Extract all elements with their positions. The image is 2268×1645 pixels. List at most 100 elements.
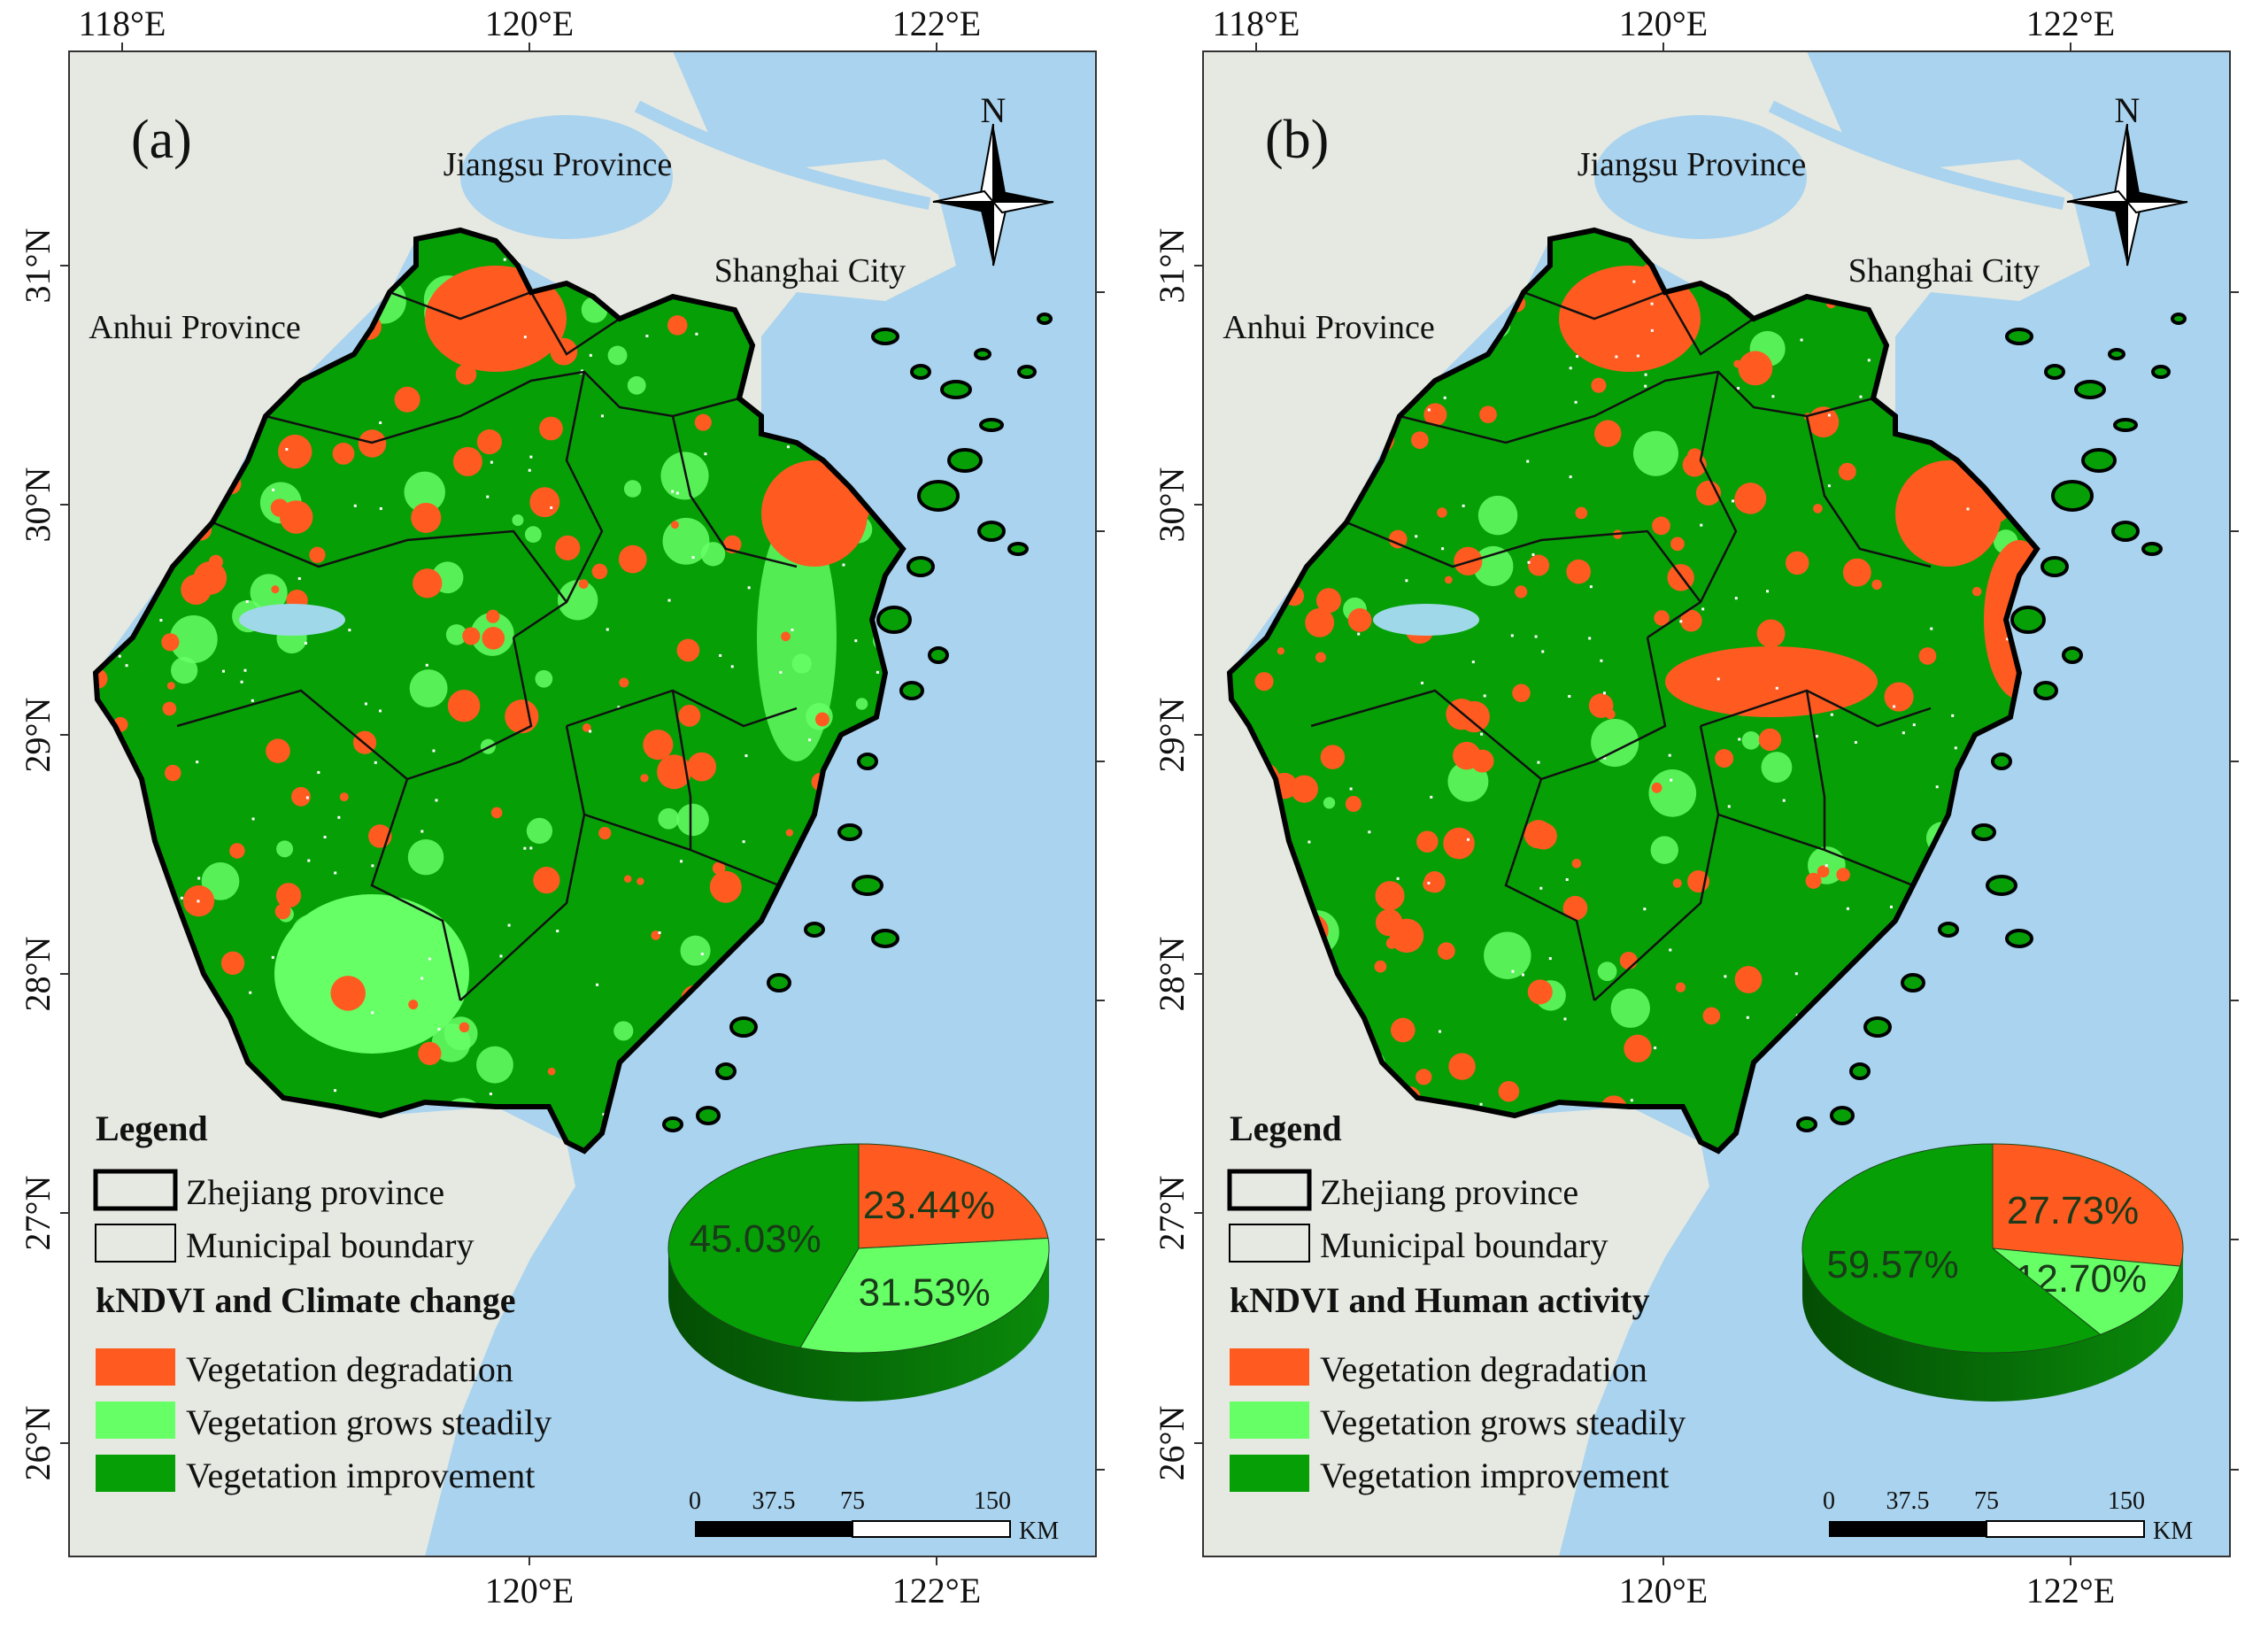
legend-swatch-category (96, 1402, 175, 1439)
map-panel-a: 118°E 120°E 122°E 120°E 122°E 31°N 30°N 29°N 28°… (18, 4, 1105, 1610)
island (2005, 328, 2033, 345)
legend-label-category: Vegetation improvement (186, 1456, 535, 1495)
island (729, 1016, 758, 1038)
panel-label: (b) (1265, 110, 1329, 170)
island (910, 364, 931, 380)
island (2051, 480, 2094, 512)
north-label: N (981, 90, 1007, 130)
lat-tick-label: 31°N (1152, 228, 1192, 304)
land-area (69, 51, 956, 1556)
lat-tick-label: 26°N (1152, 1406, 1192, 1481)
legend-swatch-municipal (1229, 1224, 1310, 1263)
island (696, 1106, 721, 1125)
map-frame-border (1202, 50, 2231, 1557)
lat-tick-label: 27°N (1152, 1176, 1192, 1251)
lat-tick-label: 28°N (1152, 937, 1192, 1012)
island (2113, 418, 2138, 432)
municipal-boundary (1805, 415, 1932, 568)
pie-chart: 27.73%12.70%59.57% (1801, 1143, 2184, 1402)
scale-tick-label: 0 (689, 1487, 701, 1515)
island (979, 418, 1004, 432)
municipal-boundary (1540, 637, 1667, 781)
lon-tick-label: 118°E (79, 4, 166, 43)
lat-tick-label: 31°N (18, 228, 58, 304)
island (1037, 313, 1053, 325)
legend-label-category: Vegetation grows steadily (1320, 1402, 1686, 1442)
map-svg: 118°E 120°E 122°E 120°E 122°E 31°N 30°N 29°N 28°… (1152, 4, 2239, 1610)
legend-swatch-province (1227, 1169, 1312, 1211)
municipal-boundary (1346, 521, 1701, 603)
north-arrow-icon (932, 123, 1054, 266)
island (940, 380, 972, 399)
river (1768, 100, 2065, 210)
lon-tick-label: 122°E (2026, 1571, 2115, 1610)
scale-tick-label: 37.5 (1886, 1487, 1930, 1515)
island (857, 753, 878, 770)
legend-label-category: Vegetation degradation (1320, 1349, 1647, 1389)
map-panel-b: 118°E 120°E 122°E 120°E 122°E 31°N 30°N 29°N 28°… (1134, 0, 2268, 1645)
scale-tick-label: 75 (1974, 1487, 1999, 1515)
island (947, 448, 983, 473)
lat-tick-label: 29°N (18, 698, 58, 773)
lat-tick-label: 26°N (18, 1406, 58, 1481)
lat-tick-label: 30°N (18, 467, 58, 543)
pie-slice (799, 1237, 1050, 1354)
island (876, 606, 912, 634)
municipal-boundary (389, 290, 532, 321)
pie-data-label: 59.57% (1826, 1243, 1958, 1286)
legend-category-title: kNDVI and Climate change (96, 1280, 515, 1320)
municipal-boundary (513, 371, 604, 639)
lon-tick-label: 122°E (892, 1571, 981, 1610)
river (634, 100, 931, 210)
map-body (69, 51, 1096, 1556)
lat-tick-label: 28°N (18, 937, 58, 1012)
place-label-anhui: Anhui Province (1223, 309, 1435, 346)
pie-side (668, 1248, 1049, 1402)
scale-tick-label: 75 (840, 1487, 865, 1515)
province-boundary (1226, 227, 2040, 1155)
lake (460, 115, 673, 239)
province-boundary (92, 227, 906, 1155)
legend-swatch-category (96, 1455, 175, 1492)
legend-swatch-municipal (95, 1224, 176, 1263)
island (1986, 875, 2017, 896)
island (906, 556, 935, 577)
island (899, 681, 924, 700)
legend: Legend Zhejiang province Municipal boundar… (93, 1108, 552, 1495)
place-label-jiangsu: Jiangsu Province (444, 146, 673, 183)
legend-category-title: kNDVI and Human activity (1230, 1280, 1650, 1320)
scale-segment (1986, 1520, 2145, 1538)
municipal-boundary (265, 370, 740, 444)
island (928, 646, 949, 664)
island (2151, 365, 2171, 379)
place-label-shanghai: Shanghai City (714, 252, 906, 290)
island (2074, 380, 2106, 399)
island (2171, 313, 2187, 325)
north-arrow-icon (2066, 123, 2188, 266)
lon-tick-label: 122°E (892, 4, 981, 43)
island (2010, 606, 2046, 634)
lake (1594, 115, 1807, 239)
island (2005, 929, 2033, 948)
municipal-boundary (406, 637, 533, 781)
municipal-boundary (1523, 290, 1666, 321)
island (2108, 348, 2125, 360)
lat-tick-label: 30°N (1152, 467, 1192, 543)
scale-segment (1829, 1521, 1986, 1537)
island (715, 1062, 737, 1080)
reservoir (239, 604, 345, 636)
island (2044, 364, 2065, 380)
island (837, 823, 862, 841)
island (977, 521, 1006, 542)
pie-side (1802, 1248, 2183, 1402)
island (1938, 922, 1959, 938)
island (2062, 646, 2083, 664)
pie-data-label: 23.44% (863, 1184, 995, 1227)
pie-chart: 23.44% 31.53% 45.03% (667, 1143, 1050, 1402)
island (1971, 823, 1996, 841)
legend-swatch-category (96, 1348, 175, 1386)
island (804, 922, 825, 938)
legend-label-province: Zhejiang province (186, 1172, 444, 1212)
island (917, 480, 960, 512)
legend-title: Legend (1230, 1108, 1342, 1148)
